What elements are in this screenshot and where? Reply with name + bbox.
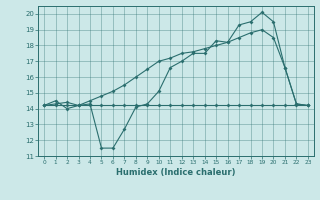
X-axis label: Humidex (Indice chaleur): Humidex (Indice chaleur) <box>116 168 236 177</box>
